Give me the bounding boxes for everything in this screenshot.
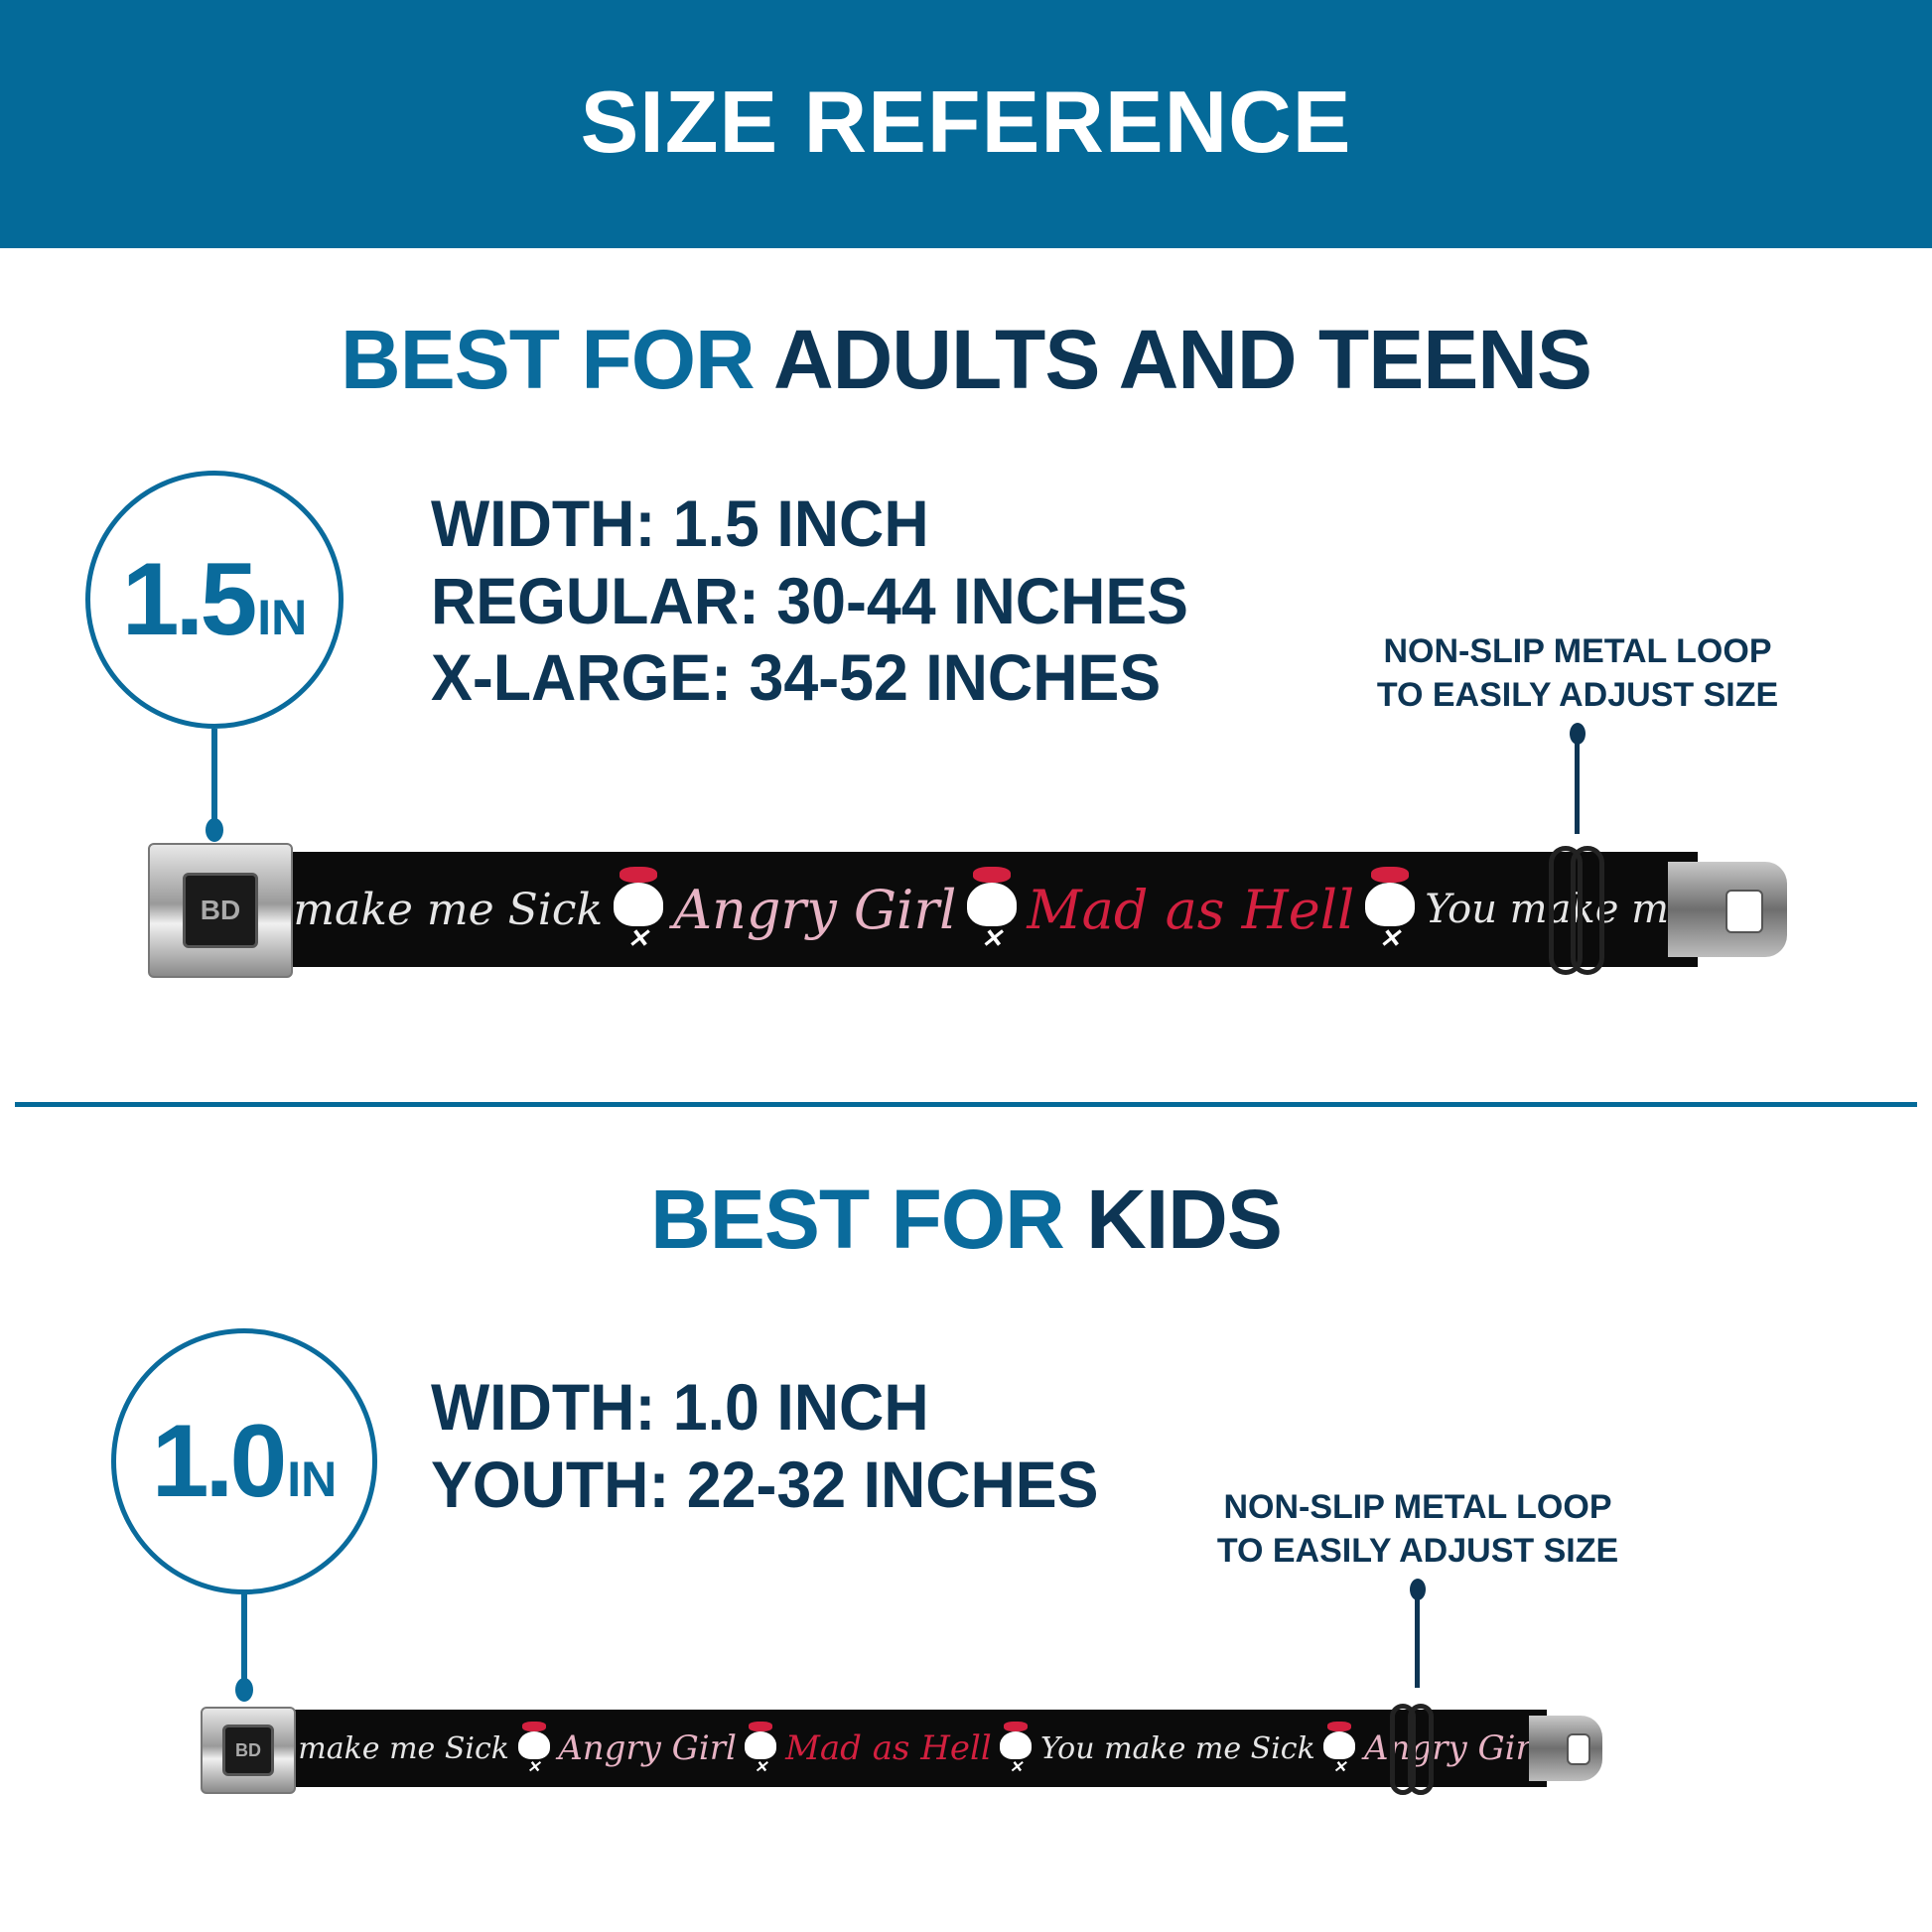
loop-pointer-dot <box>1570 723 1586 745</box>
pattern-text: Mad as Hell <box>1027 878 1355 941</box>
note-line: NON-SLIP METAL LOOP <box>1383 632 1772 670</box>
badge-unit: IN <box>287 1451 338 1507</box>
metal-tip <box>1529 1716 1602 1781</box>
badge-number: 1.5 <box>121 541 258 657</box>
buckle: BD <box>201 1707 296 1794</box>
kids-section-title: BEST FOR KIDS <box>0 1172 1932 1268</box>
pattern-text: make me Sick <box>293 884 604 935</box>
metal-loop <box>1408 1704 1434 1795</box>
spec-youth: YOUTH: 22-32 INCHES <box>431 1448 1099 1521</box>
skull-icon: ✕ <box>517 1722 550 1775</box>
tip-slot <box>1567 1733 1590 1765</box>
pattern-text: Mad as Hell <box>785 1728 992 1768</box>
badge-unit: IN <box>257 590 308 645</box>
badge-connector-dot <box>206 818 223 842</box>
title-main: ADULTS AND TEENS <box>772 313 1592 406</box>
metal-loop <box>1571 846 1604 975</box>
buckle-logo: BD <box>222 1725 274 1776</box>
badge-connector-dot <box>235 1678 253 1702</box>
header-banner <box>0 0 1932 248</box>
skull-icon: ✕ <box>1323 1722 1356 1775</box>
note-line: TO EASILY ADJUST SIZE <box>1376 676 1779 714</box>
skull-icon: ✕ <box>966 867 1017 952</box>
adults-section-title: BEST FOR ADULTS AND TEENS <box>0 312 1932 408</box>
metal-loop <box>1390 1704 1416 1795</box>
note-line: TO EASILY ADJUST SIZE <box>1216 1532 1619 1570</box>
buckle-logo: BD <box>183 873 258 948</box>
skull-icon: ✕ <box>745 1722 777 1775</box>
skull-icon: ✕ <box>613 867 663 952</box>
spec-width: WIDTH: 1.0 INCH <box>431 1370 929 1444</box>
note-line: NON-SLIP METAL LOOP <box>1223 1488 1612 1526</box>
pattern-text: make me Sick <box>298 1730 509 1766</box>
skull-icon: ✕ <box>1364 867 1415 952</box>
pattern-text: You make me <box>1425 887 1693 932</box>
belt-strap: make me Sick ✕ Angry Girl ✕ Mad as Hell … <box>294 1710 1547 1787</box>
title-main: KIDS <box>1086 1173 1283 1266</box>
metal-loop <box>1549 846 1583 975</box>
badge-number: 1.0 <box>151 1403 288 1519</box>
pattern-text: You make me Sick <box>1039 1730 1315 1766</box>
section-divider <box>15 1102 1917 1107</box>
pattern-text: Angry Girl <box>673 878 957 941</box>
spec-xlarge: X-LARGE: 34-52 INCHES <box>431 640 1162 714</box>
badge-connector-line <box>241 1592 247 1688</box>
spec-regular: REGULAR: 30-44 INCHES <box>431 564 1188 637</box>
loop-note-kids: NON-SLIP METAL LOOP TO EASILY ADJUST SIZ… <box>1190 1485 1645 1573</box>
spec-width: WIDTH: 1.5 INCH <box>431 486 929 560</box>
width-badge-kids: 1.0 IN <box>111 1328 377 1594</box>
loop-pointer-line <box>1575 735 1580 834</box>
width-badge-adults: 1.5 IN <box>85 471 344 729</box>
title-accent: BEST FOR <box>650 1173 1065 1266</box>
loop-pointer-line <box>1415 1590 1420 1688</box>
pattern-text: Angry Girl <box>558 1728 737 1768</box>
page-title: SIZE REFERENCE <box>580 72 1352 171</box>
title-accent: BEST FOR <box>341 313 756 406</box>
buckle: BD <box>148 843 293 978</box>
loop-pointer-dot <box>1410 1579 1426 1600</box>
loop-note-adults: NON-SLIP METAL LOOP TO EASILY ADJUST SIZ… <box>1350 629 1805 717</box>
belt-strap: make me Sick ✕ Angry Girl ✕ Mad as Hell … <box>288 852 1698 967</box>
tip-slot <box>1725 890 1763 933</box>
badge-connector-line <box>211 729 217 828</box>
skull-icon: ✕ <box>1000 1722 1033 1775</box>
